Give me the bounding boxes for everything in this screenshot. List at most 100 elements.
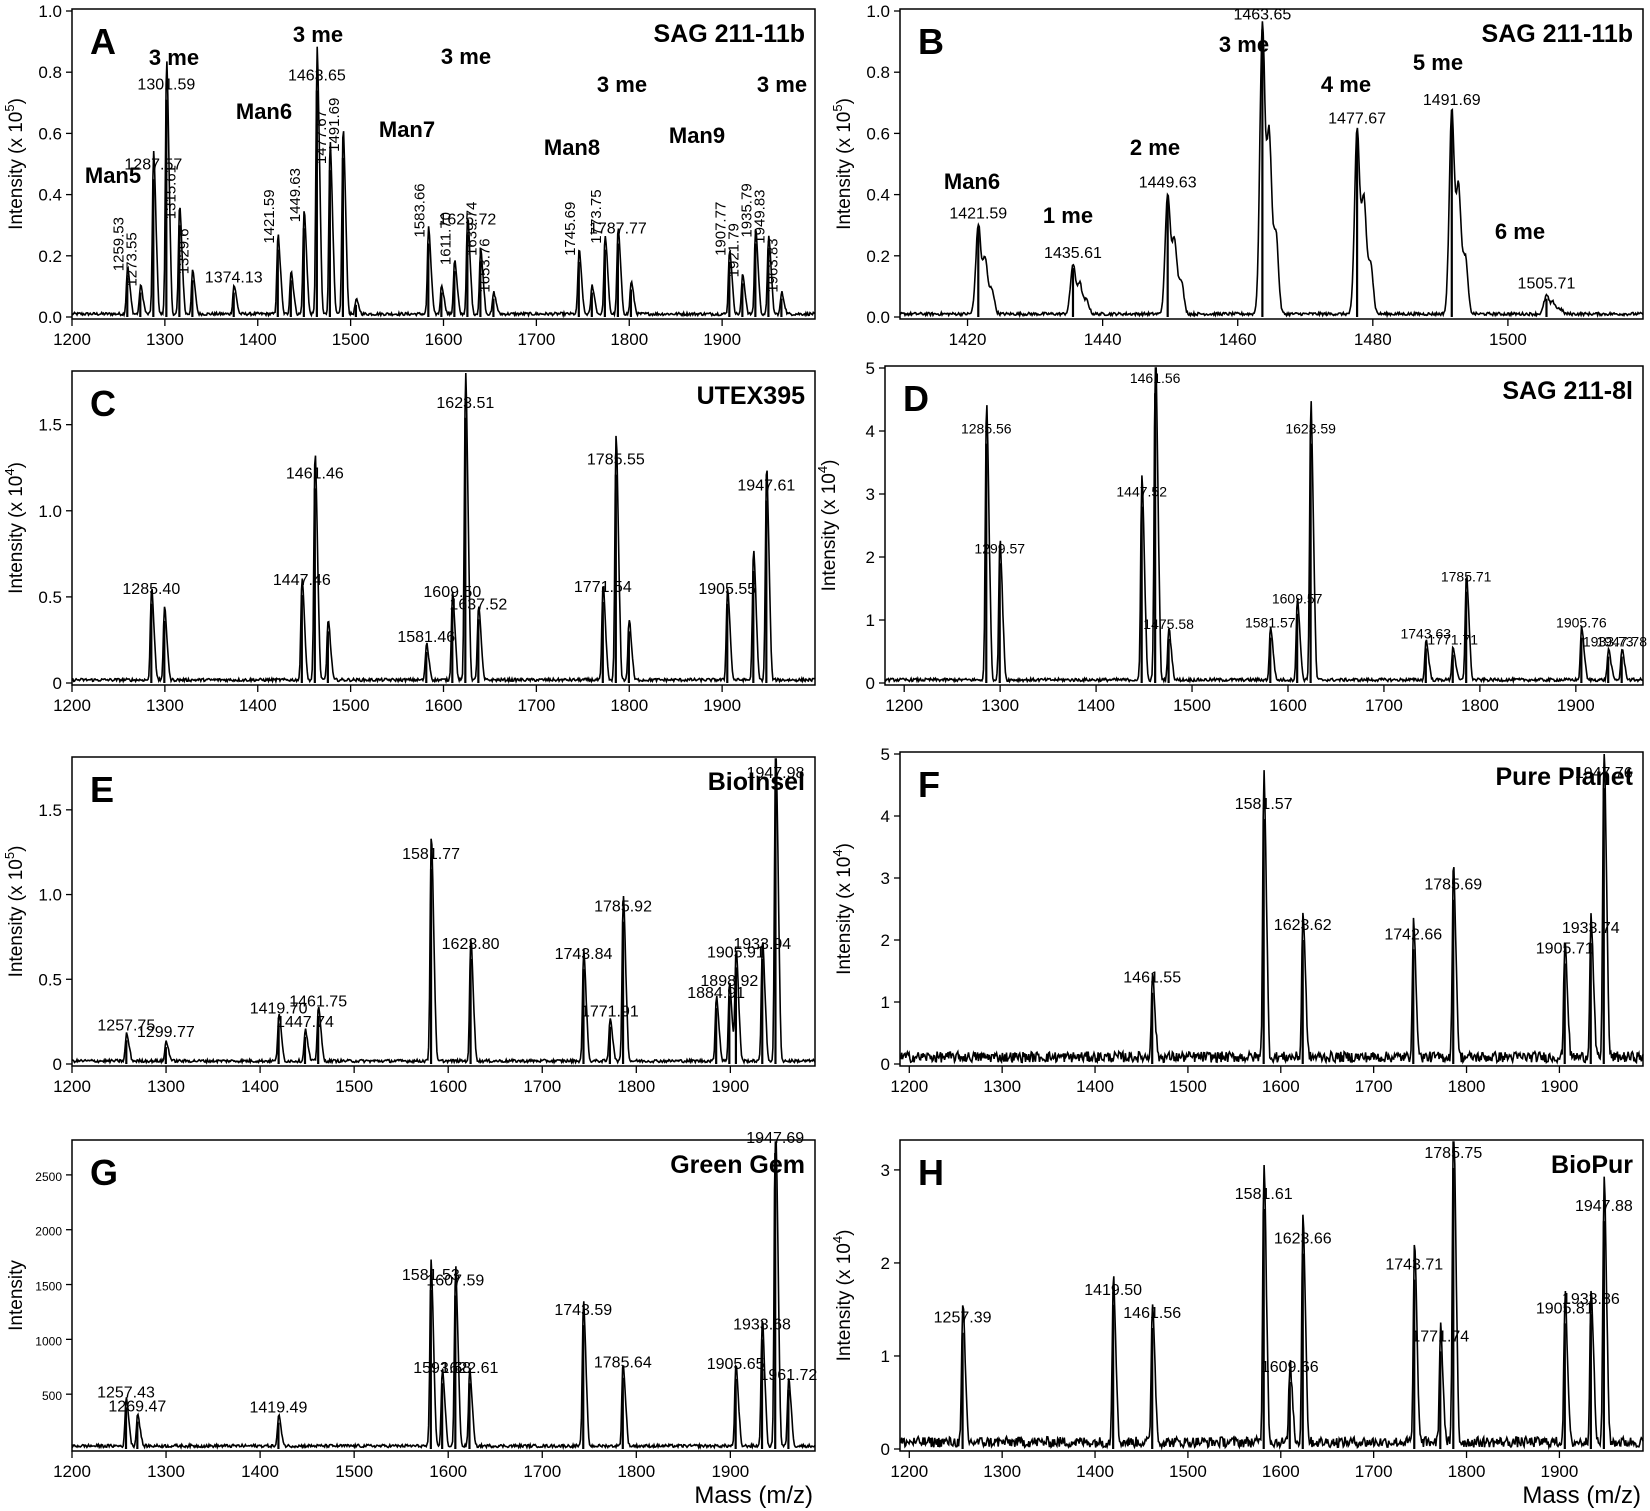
glycan-annotation: 3 me bbox=[149, 45, 199, 70]
peak-label: 1449.63 bbox=[287, 168, 304, 222]
spectrum-trace bbox=[899, 21, 1644, 319]
x-tick-label: 1800 bbox=[617, 1462, 655, 1481]
panel-letter: H bbox=[918, 1152, 944, 1193]
panel-f: 1200 1300 1400 1500 1600 1700 1800 1900 0 1 2 3 4 5 In… bbox=[830, 745, 1644, 1096]
plot-frame bbox=[884, 365, 1644, 686]
y-tick-label: 0.5 bbox=[38, 588, 62, 607]
y-axis-label: Intensity (x 105) bbox=[2, 98, 27, 230]
panel-letter: E bbox=[90, 769, 114, 810]
y-axis-label-end: ) bbox=[6, 98, 27, 104]
y-tick-label: 2000 bbox=[35, 1225, 62, 1239]
y-tick-label: 0 bbox=[881, 1440, 890, 1459]
x-tick-label: 1460 bbox=[1219, 330, 1257, 349]
peak-label: 1639.74 bbox=[463, 202, 480, 256]
peak-label: 1637.52 bbox=[449, 596, 507, 613]
y-axis-label: Intensity (x 104) bbox=[830, 843, 855, 975]
y-tick-label: 5 bbox=[866, 359, 875, 378]
glycan-annotation: 2 me bbox=[1130, 135, 1180, 160]
peak-label: 1461.56 bbox=[1123, 1305, 1181, 1322]
sample-title: Green Gem bbox=[670, 1151, 805, 1179]
plot-frame bbox=[899, 8, 1644, 320]
y-tick-label: 0.0 bbox=[38, 308, 62, 327]
y-tick-label: 0.5 bbox=[38, 970, 62, 989]
peak-label: 1477.67 bbox=[313, 110, 330, 164]
x-tick-label: 1800 bbox=[610, 330, 648, 349]
x-tick-label: 1300 bbox=[981, 696, 1019, 715]
peak-label: 1461.75 bbox=[289, 994, 347, 1011]
plot-frame bbox=[71, 1139, 816, 1452]
glycan-annotation: 3 me bbox=[293, 22, 343, 47]
y-axis-label-end: ) bbox=[834, 1230, 855, 1236]
x-tick-label: 1700 bbox=[1365, 696, 1403, 715]
y-axis-label-main: Intensity (x 10 bbox=[834, 112, 855, 230]
y-tick-label: 0.0 bbox=[866, 308, 890, 327]
peak-label: 1653.76 bbox=[476, 238, 493, 292]
peak-label: 1447.74 bbox=[276, 1014, 334, 1031]
sample-title: SAG 211-8l bbox=[1502, 377, 1633, 405]
peak-label: 1745.69 bbox=[562, 202, 579, 256]
y-tick-label: 4 bbox=[866, 422, 875, 441]
x-axis-label: Mass (m/z) bbox=[694, 1482, 813, 1509]
peak-label: 1933.86 bbox=[1562, 1291, 1620, 1308]
y-tick-label: 3 bbox=[866, 485, 875, 504]
peak-label: 1947.69 bbox=[746, 1130, 804, 1147]
peak-label: 1609.57 bbox=[1272, 591, 1323, 607]
x-tick-label: 1400 bbox=[239, 696, 277, 715]
y-tick-label: 5 bbox=[881, 745, 890, 764]
peak-label: 1933.68 bbox=[733, 1316, 791, 1333]
x-tick-label: 1500 bbox=[335, 1462, 373, 1481]
spectrum-trace bbox=[884, 367, 1644, 685]
x-tick-label: 1900 bbox=[1540, 1077, 1578, 1096]
peak-label: 1743.71 bbox=[1385, 1257, 1443, 1274]
y-axis-label: Intensity (x 104) bbox=[830, 1230, 855, 1362]
peak-label: 1609.50 bbox=[423, 584, 481, 601]
x-tick-label: 1700 bbox=[1355, 1077, 1393, 1096]
plot-frame bbox=[71, 756, 816, 1067]
y-tick-label: 1.0 bbox=[38, 502, 62, 521]
x-tick-label: 1200 bbox=[890, 1077, 928, 1096]
peak-label: 1491.69 bbox=[1423, 92, 1481, 109]
peak-label: 1461.55 bbox=[1123, 970, 1181, 987]
peak-label: 1269.47 bbox=[108, 1399, 166, 1416]
y-tick-label: 0 bbox=[53, 1055, 62, 1074]
x-tick-label: 1800 bbox=[1448, 1462, 1486, 1481]
peak-label: 1785.55 bbox=[587, 452, 645, 469]
x-tick-label: 1600 bbox=[429, 1077, 467, 1096]
panel-g: 1200 1300 1400 1500 1600 1700 1800 1900 500 1000 1… bbox=[6, 1130, 817, 1509]
plot-frame bbox=[899, 1139, 1644, 1452]
plot-frame bbox=[899, 751, 1644, 1067]
y-axis-label-exponent: 4 bbox=[815, 466, 830, 473]
peak-label: 1257.75 bbox=[97, 1017, 155, 1034]
y-tick-label: 1500 bbox=[35, 1280, 62, 1294]
glycan-annotation: 6 me bbox=[1495, 219, 1545, 244]
glycan-annotation: 3 me bbox=[757, 72, 807, 97]
y-tick-label: 1000 bbox=[35, 1334, 62, 1348]
peak-label: 1947.88 bbox=[1575, 1198, 1633, 1215]
peak-label: 1947.78 bbox=[1596, 634, 1647, 650]
panel-h: 1200 1300 1400 1500 1600 1700 1800 1900 0 1 2 3 Inte… bbox=[830, 1139, 1644, 1509]
y-axis-label-main: Intensity (x 10 bbox=[6, 859, 27, 977]
panel-letter: B bbox=[918, 21, 944, 62]
peak-label: 1419.49 bbox=[250, 1400, 308, 1417]
peak-label: 1607.59 bbox=[426, 1273, 484, 1290]
peak-label: 1907.77 bbox=[712, 202, 729, 256]
glycan-annotation: Man9 bbox=[669, 123, 725, 148]
peak-label: 1963.83 bbox=[764, 238, 781, 292]
y-tick-label: 1.0 bbox=[38, 886, 62, 905]
y-tick-label: 1 bbox=[881, 993, 890, 1012]
peak-label: 1771.74 bbox=[1411, 1328, 1469, 1345]
panel-letter: G bbox=[90, 1152, 118, 1193]
y-axis-label-end: ) bbox=[819, 460, 840, 466]
y-tick-label: 0.2 bbox=[866, 247, 890, 266]
y-axis-label-exponent: 5 bbox=[830, 104, 845, 111]
peak-label: 1898.92 bbox=[700, 973, 758, 990]
panel-letter: D bbox=[903, 378, 929, 419]
y-tick-label: 1 bbox=[866, 611, 875, 630]
peak-label: 1905.65 bbox=[707, 1356, 765, 1373]
y-tick-label: 0 bbox=[53, 674, 62, 693]
peak-label: 1299.77 bbox=[137, 1024, 195, 1041]
x-tick-label: 1800 bbox=[617, 1077, 655, 1096]
sample-title: SAG 211-11b bbox=[654, 20, 805, 48]
x-tick-label: 1700 bbox=[523, 1077, 561, 1096]
peak-label: 1581.57 bbox=[1235, 796, 1293, 813]
